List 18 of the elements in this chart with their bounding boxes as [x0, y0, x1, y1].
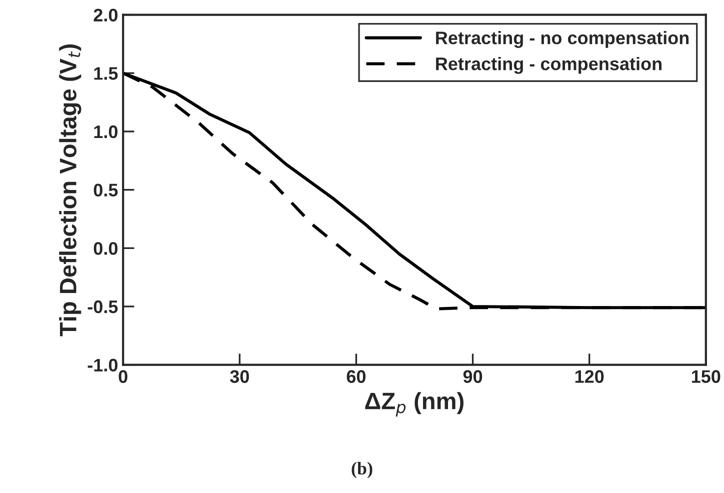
y-tick-label: 0.5 — [94, 184, 118, 197]
y-tick-label: 0.0 — [94, 242, 118, 255]
x-tick-label: 60 — [346, 370, 366, 383]
y-tick-label: 1.0 — [94, 125, 118, 138]
y-tick-label: 2.0 — [94, 8, 118, 22]
x-tick-label: 120 — [575, 370, 604, 383]
x-tick-label: 30 — [230, 370, 249, 383]
y-axis-title: Tip Deflection Voltage (V$_{t}$) — [59, 44, 82, 336]
text: (b) — [352, 462, 372, 478]
y-tick-label: -1.0 — [88, 358, 118, 372]
x-tick-label: 90 — [463, 370, 482, 383]
x-tick-label: 0 — [118, 370, 128, 383]
legend-label: Retracting - no compensation — [436, 31, 689, 48]
legend-label: Retracting - compensation — [436, 56, 662, 74]
x-axis-title: ΔZ$_{p}$ (nm) — [365, 392, 464, 416]
y-tick-label: -0.5 — [88, 300, 118, 314]
y-tick-label: 1.5 — [94, 67, 118, 80]
x-tick-label: 150 — [692, 370, 720, 383]
